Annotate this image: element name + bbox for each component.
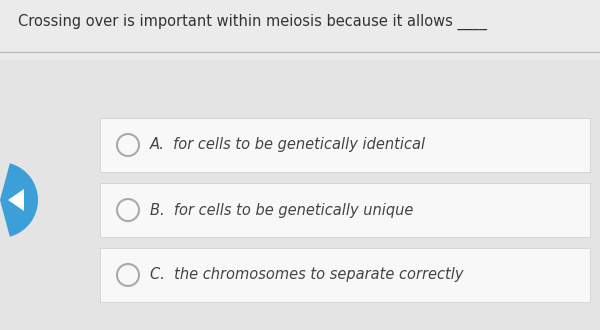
FancyBboxPatch shape [100, 183, 590, 237]
Wedge shape [0, 163, 38, 237]
FancyBboxPatch shape [0, 60, 600, 330]
FancyBboxPatch shape [100, 118, 590, 172]
FancyBboxPatch shape [100, 248, 590, 302]
Text: A.  for cells to be genetically identical: A. for cells to be genetically identical [150, 138, 426, 152]
Text: Crossing over is important within meiosis because it allows ____: Crossing over is important within meiosi… [18, 14, 487, 30]
Text: C.  the chromosomes to separate correctly: C. the chromosomes to separate correctly [150, 268, 464, 282]
FancyBboxPatch shape [0, 0, 600, 60]
Polygon shape [8, 189, 24, 211]
Text: B.  for cells to be genetically unique: B. for cells to be genetically unique [150, 203, 413, 217]
